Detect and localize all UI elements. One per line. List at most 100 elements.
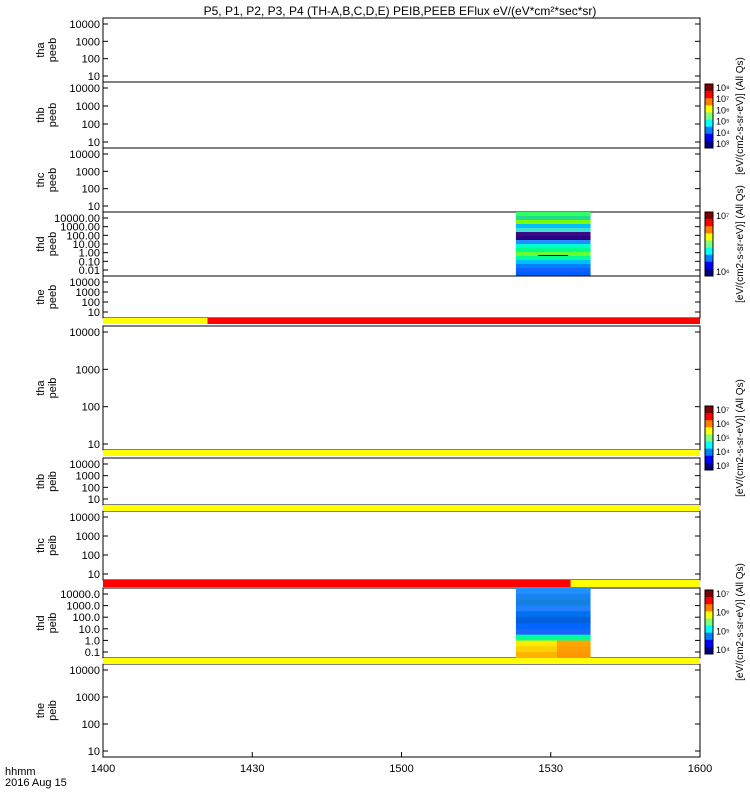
colorbar-frame bbox=[704, 83, 714, 149]
panel-frame bbox=[102, 81, 701, 149]
flag-segment-red bbox=[207, 318, 700, 324]
y-axis-label: peib bbox=[47, 613, 59, 634]
colorbar-tick-label: 10⁵ bbox=[716, 433, 730, 443]
y-tick-label: 1000 bbox=[76, 287, 100, 299]
colorbar-swatch bbox=[705, 140, 713, 149]
y-tick-label: 10 bbox=[88, 307, 100, 319]
heatmap-cell bbox=[515, 599, 591, 606]
quality-flag-bar bbox=[103, 318, 700, 324]
flag-segment-yellow bbox=[103, 505, 700, 511]
y-tick-label: 0.10 bbox=[79, 256, 100, 268]
x-tick-label: 1430 bbox=[240, 763, 264, 775]
panel-frame bbox=[102, 587, 701, 659]
y-tick-label: 0.1 bbox=[85, 647, 100, 659]
colorbar-title: [eV/(cm2-s-sr-eV)] (All Qs) bbox=[735, 379, 746, 497]
heatmap-cell bbox=[515, 623, 591, 630]
y-tick-label: 1000 bbox=[76, 101, 100, 113]
y-tick-label: 100 bbox=[82, 119, 100, 131]
y-tick-label: 10.0 bbox=[79, 624, 100, 636]
y-axis-label: thc bbox=[35, 538, 47, 553]
y-tick-label: 100 bbox=[82, 482, 100, 494]
colorbar-swatch bbox=[705, 604, 713, 612]
heatmap-cell bbox=[515, 634, 591, 641]
y-tick-label: 10 bbox=[88, 137, 100, 149]
colorbar-swatch bbox=[705, 105, 713, 113]
colorbar-tick-label: 10⁶ bbox=[716, 105, 730, 115]
quality-flag-bar bbox=[103, 580, 700, 587]
colorbar-swatch bbox=[705, 268, 713, 277]
y-tick-label: 1000 bbox=[76, 364, 100, 376]
y-tick-label: 10000 bbox=[69, 149, 100, 161]
panel-thc-peib: 10000 1000 100 10 thc peib bbox=[35, 510, 701, 581]
colorbar-swatch bbox=[705, 611, 713, 619]
heatmap-cell bbox=[515, 588, 591, 595]
heatmap-cell bbox=[515, 617, 591, 624]
colorbar-swatch bbox=[705, 126, 713, 135]
y-tick-label: 10 bbox=[88, 569, 100, 581]
y-axis-label: the bbox=[35, 289, 47, 304]
chart-title: P5, P1, P2, P3, P4 (TH-A,B,C,D,E) PEIB,P… bbox=[204, 4, 597, 18]
colorbar-swatch bbox=[705, 247, 713, 256]
colorbar-swatch bbox=[705, 639, 713, 648]
colorbar-frame bbox=[704, 589, 714, 655]
flag-segment-red bbox=[103, 580, 571, 587]
colorbar-tick-label: 10³ bbox=[716, 461, 729, 471]
y-tick-label: 100.0 bbox=[72, 612, 100, 624]
panel-frame bbox=[102, 147, 701, 213]
y-axis-label: thb bbox=[35, 107, 47, 122]
heatmap-cell bbox=[515, 593, 591, 601]
heatmap-cell bbox=[515, 232, 591, 237]
panel-frame bbox=[102, 275, 701, 319]
colorbar-swatch bbox=[705, 597, 713, 605]
time-label: hhmm bbox=[5, 766, 36, 778]
colorbar-tick-label: 10⁶ bbox=[716, 608, 730, 618]
colorbar-title: [eV/(cm2-s-sr-eV)] (All Qs) bbox=[735, 185, 746, 303]
quality-flag-bar bbox=[103, 505, 700, 511]
heatmap-cell bbox=[556, 640, 591, 658]
colorbar-swatch bbox=[705, 434, 713, 443]
colorbar-swatch bbox=[705, 420, 713, 428]
x-tick-label: 1500 bbox=[389, 763, 413, 775]
colorbar-swatch bbox=[705, 455, 713, 464]
colorbar-swatch bbox=[705, 119, 713, 128]
colorbar-cb3: 10⁷ 10⁶ 10⁵ 10⁴ 10³ [eV/(cm2-s-sr-eV)] (All Q… bbox=[704, 379, 746, 497]
colorbar-swatch bbox=[705, 240, 713, 249]
colorbar-swatch bbox=[705, 91, 713, 99]
y-tick-label: 10000 bbox=[69, 83, 100, 95]
y-tick-label: 10000 bbox=[69, 512, 100, 524]
y-tick-label: 1000 bbox=[76, 36, 100, 48]
y-tick-label: 10000.00 bbox=[54, 213, 100, 225]
colorbar-swatch bbox=[705, 112, 713, 121]
colorbar-swatch bbox=[705, 254, 713, 263]
heatmap-cell bbox=[515, 640, 591, 647]
y-axis-label: peib bbox=[47, 471, 59, 492]
y-axis-label: tha bbox=[35, 379, 47, 395]
colorbar-swatch bbox=[705, 646, 713, 655]
flag-segment-yellow bbox=[570, 580, 700, 587]
colorbar-tick-label: 10⁴ bbox=[716, 447, 730, 457]
heatmap-cell bbox=[515, 628, 591, 636]
colorbar-title: [eV/(cm2-s-sr-eV)] (All Qs) bbox=[735, 563, 746, 681]
y-tick-label: 1000 bbox=[76, 471, 100, 483]
colorbar-frame bbox=[704, 211, 714, 277]
flag-segment-yellow bbox=[103, 450, 700, 456]
y-axis-label: peib bbox=[47, 700, 59, 721]
colorbar-swatch bbox=[705, 441, 713, 450]
y-tick-label: 0.01 bbox=[79, 265, 100, 277]
y-axis-label: peeb bbox=[47, 285, 59, 309]
colorbar-cb2: 10⁷ 10⁶ [eV/(cm2-s-sr-eV)] (All Qs) bbox=[704, 185, 746, 303]
heatmap-cell bbox=[515, 611, 591, 618]
colorbar-tick-label: 10⁷ bbox=[716, 211, 729, 221]
flag-segment-yellow bbox=[103, 318, 208, 324]
y-tick-label: 1.0 bbox=[85, 635, 100, 647]
y-tick-label: 10.00 bbox=[72, 239, 100, 251]
y-axis-label: thb bbox=[35, 474, 47, 489]
heatmap-cell bbox=[515, 652, 591, 659]
y-tick-label: 100 bbox=[82, 54, 100, 66]
y-tick-label: 10000 bbox=[69, 665, 100, 677]
